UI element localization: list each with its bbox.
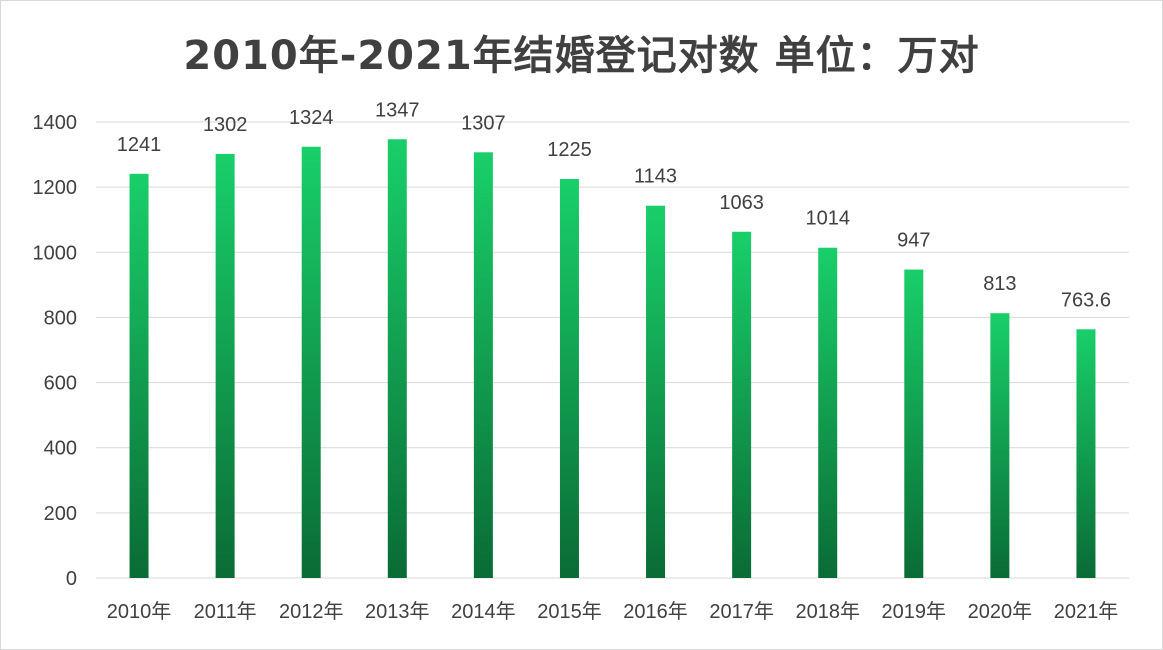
x-tick-label: 2014年 — [451, 600, 516, 623]
data-label: 1307 — [461, 112, 506, 134]
bar — [387, 139, 407, 578]
bar — [129, 173, 149, 578]
bar — [559, 179, 579, 578]
bar — [215, 153, 235, 579]
bar — [301, 146, 321, 579]
x-tick-label: 2012年 — [279, 600, 344, 623]
data-label: 813 — [983, 273, 1016, 295]
y-tick-label: 1000 — [33, 242, 78, 264]
y-tick-label: 200 — [44, 503, 77, 525]
y-axis-ticks: 0 200 400 600 800 1000 1200 1400 — [33, 112, 78, 590]
bar — [646, 205, 666, 579]
data-label: 763.6 — [1061, 289, 1111, 311]
gridlines — [96, 121, 1129, 579]
data-labels: 1241 1302 1324 1347 1307 1225 1143 1063 1014 947 8… — [117, 99, 1111, 311]
y-tick-label: 1400 — [33, 112, 78, 134]
data-label: 1063 — [719, 192, 764, 214]
x-tick-label: 2015年 — [537, 600, 602, 623]
x-tick-label: 2013年 — [365, 600, 430, 623]
bar — [818, 247, 838, 578]
data-label: 1324 — [289, 107, 334, 129]
x-tick-label: 2020年 — [968, 600, 1033, 623]
data-label: 947 — [897, 230, 930, 252]
chart-title: 2010年-2021年结婚登记对数 单位：万对 — [183, 33, 980, 79]
bar — [473, 152, 493, 578]
data-label: 1143 — [634, 166, 677, 188]
y-tick-label: 600 — [44, 373, 77, 395]
x-tick-label: 2021年 — [1054, 600, 1119, 623]
bar — [1076, 329, 1096, 578]
y-tick-label: 800 — [44, 307, 77, 329]
data-label: 1014 — [805, 208, 850, 230]
x-axis-ticks: 2010年 2011年 2012年 2013年 2014年 2015年 2016年 2017年… — [107, 600, 1118, 623]
x-tick-label: 2011年 — [194, 600, 257, 623]
data-label: 1347 — [375, 99, 420, 121]
data-label: 1241 — [117, 134, 162, 156]
x-tick-label: 2010年 — [107, 600, 172, 623]
y-tick-label: 0 — [66, 568, 77, 590]
x-tick-label: 2017年 — [709, 600, 774, 623]
y-tick-label: 1200 — [33, 177, 78, 199]
x-tick-label: 2018年 — [795, 600, 860, 623]
bar — [732, 231, 752, 578]
x-tick-label: 2016年 — [623, 600, 688, 623]
x-tick-label: 2019年 — [882, 600, 947, 623]
data-label: 1225 — [547, 139, 592, 161]
data-label: 1302 — [203, 114, 248, 136]
bar — [904, 269, 924, 578]
bar — [990, 313, 1010, 578]
y-tick-label: 400 — [44, 438, 77, 460]
bars — [129, 139, 1096, 579]
